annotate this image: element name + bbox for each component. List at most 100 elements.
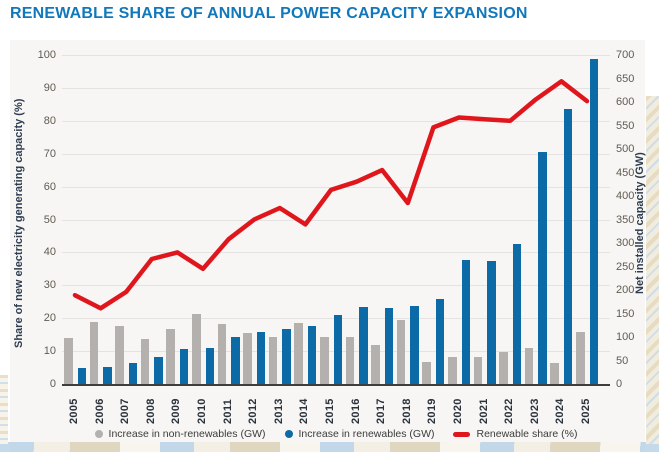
year-label-2007: 2007 (119, 398, 132, 424)
year-label-2009: 2009 (170, 398, 183, 424)
left-tick-20: 20 (43, 312, 56, 325)
right-tick-0: 0 (616, 378, 623, 390)
bar-renewables-2021 (487, 261, 496, 384)
page-title: RENEWABLE SHARE OF ANNUAL POWER CAPACITY… (10, 5, 528, 22)
legend-item-1: Increase in renewables (GW) (284, 428, 434, 440)
bar-renewables-2023 (538, 151, 547, 384)
gridline-70 (62, 153, 610, 155)
share-line-path (72, 79, 590, 311)
bar-renewables-2007 (128, 363, 138, 384)
right-tick-100: 100 (616, 331, 635, 343)
year-label-2024: 2024 (554, 398, 567, 424)
right-tick-450: 450 (616, 166, 635, 179)
plot-area (62, 55, 610, 386)
left-tick-50: 50 (43, 213, 56, 226)
bar-non-renewables-2011 (217, 324, 227, 384)
year-label-2010: 2010 (196, 398, 208, 424)
year-label-2008: 2008 (144, 398, 157, 424)
right-tick-600: 600 (616, 96, 635, 108)
year-label-2017: 2017 (375, 398, 388, 424)
chart-panel: Share of new electricity generating capa… (10, 40, 646, 452)
right-tick-700: 700 (616, 49, 635, 61)
bar-non-renewables-2015 (320, 337, 329, 384)
bar-non-renewables-2023 (524, 347, 534, 384)
legend-label: Increase in non-renewables (GW) (108, 428, 266, 440)
bar-non-renewables-2013 (268, 337, 278, 384)
year-label-2021: 2021 (477, 398, 490, 424)
legend-swatch-dot-icon (94, 430, 103, 438)
legend-item-2: Renewable share (%) (453, 428, 577, 440)
legend-label: Renewable share (%) (476, 428, 578, 440)
year-label-2015: 2015 (324, 398, 336, 424)
bar-non-renewables-2017 (371, 345, 380, 384)
left-tick-80: 80 (43, 114, 56, 127)
year-label-2022: 2022 (503, 398, 516, 424)
bar-non-renewables-2021 (473, 356, 483, 384)
renewable-share-line (72, 79, 590, 311)
right-tick-250: 250 (616, 260, 635, 273)
x-axis-baseline (62, 383, 610, 386)
left-tick-10: 10 (43, 345, 56, 358)
bar-renewables-2013 (282, 328, 291, 384)
bar-non-renewables-2005 (64, 337, 73, 384)
bar-non-renewables-2010 (192, 314, 201, 384)
year-label-2005: 2005 (68, 398, 80, 424)
year-label-2016: 2016 (349, 398, 362, 424)
right-tick-300: 300 (616, 237, 635, 249)
chart-legend: Increase in non-renewables (GW) Increase … (62, 428, 610, 440)
bar-renewables-2016 (359, 306, 368, 384)
right-tick-150: 150 (616, 307, 635, 320)
bar-non-renewables-2009 (166, 328, 175, 384)
left-tick-0: 0 (49, 378, 56, 390)
bar-renewables-2020 (461, 259, 470, 384)
bar-renewables-2012 (256, 332, 266, 384)
bar-renewables-2011 (231, 337, 240, 384)
bar-non-renewables-2022 (499, 351, 508, 384)
left-tick-60: 60 (43, 180, 56, 193)
bar-renewables-2018 (410, 305, 419, 384)
bar-renewables-2010 (205, 347, 214, 384)
bar-renewables-2009 (179, 349, 189, 384)
year-label-2014: 2014 (298, 398, 311, 424)
right-tick-200: 200 (616, 284, 635, 296)
bar-non-renewables-2025 (576, 332, 585, 384)
gridline-80 (62, 120, 610, 122)
year-label-2019: 2019 (426, 398, 439, 424)
bar-non-renewables-2024 (550, 363, 559, 384)
right-tick-350: 350 (616, 213, 635, 226)
bar-non-renewables-2014 (294, 322, 303, 384)
left-tick-40: 40 (43, 246, 56, 259)
decorative-left-stripe-band (0, 375, 8, 444)
left-tick-30: 30 (43, 279, 56, 292)
gridline-40 (62, 252, 610, 254)
bar-renewables-2017 (384, 307, 394, 384)
right-tick-50: 50 (616, 354, 629, 367)
bar-renewables-2022 (512, 244, 522, 384)
year-label-2012: 2012 (247, 398, 260, 424)
bar-non-renewables-2020 (448, 356, 457, 384)
year-label-2013: 2013 (272, 398, 285, 424)
left-tick-70: 70 (43, 147, 56, 160)
right-axis-title: Net installed capacity (GW) (634, 152, 646, 294)
year-label-2018: 2018 (400, 398, 413, 424)
bar-non-renewables-2012 (243, 333, 252, 384)
bar-non-renewables-2006 (89, 321, 99, 384)
year-label-2006: 2006 (93, 398, 106, 424)
decorative-right-hatch-band (646, 96, 659, 444)
legend-swatch-dot-icon (284, 430, 293, 438)
gridline-50 (62, 219, 610, 221)
left-tick-90: 90 (43, 81, 56, 94)
bar-renewables-2015 (333, 314, 342, 384)
bar-renewables-2019 (435, 299, 445, 384)
bar-non-renewables-2018 (396, 319, 406, 384)
bar-non-renewables-2016 (345, 337, 355, 384)
year-label-2023: 2023 (528, 398, 541, 424)
bar-renewables-2008 (154, 357, 163, 384)
decorative-bottom-wave-band (0, 442, 659, 452)
left-tick-100: 100 (37, 49, 56, 61)
right-tick-400: 400 (616, 190, 635, 202)
bar-renewables-2024 (563, 109, 573, 384)
right-tick-550: 550 (616, 119, 635, 132)
legend-swatch-line-icon (453, 431, 471, 437)
